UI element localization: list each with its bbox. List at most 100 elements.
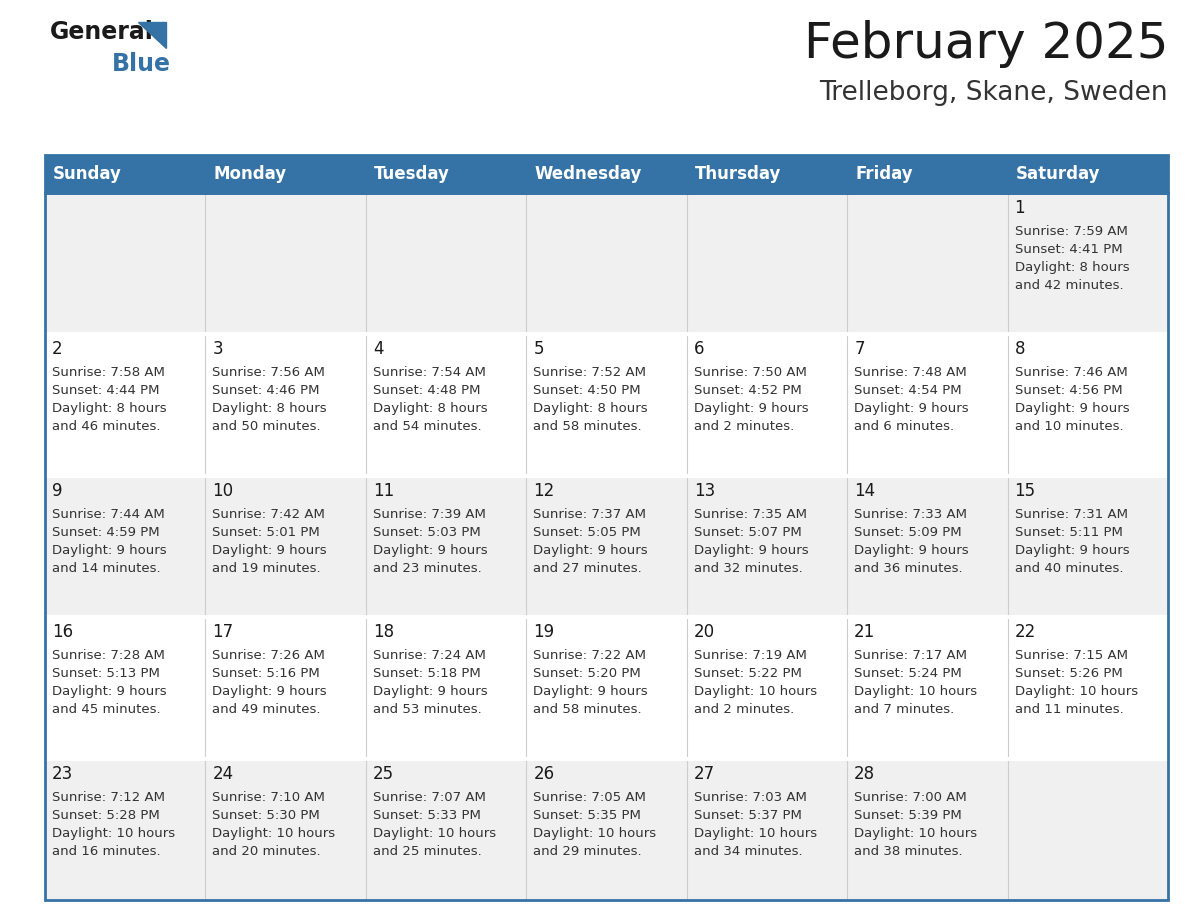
Text: 7: 7 bbox=[854, 341, 865, 358]
Text: Sunset: 5:05 PM: Sunset: 5:05 PM bbox=[533, 526, 642, 539]
Text: Daylight: 9 hours: Daylight: 9 hours bbox=[52, 543, 166, 557]
Text: 25: 25 bbox=[373, 765, 394, 783]
Bar bbox=[206, 758, 366, 900]
Bar bbox=[45, 155, 206, 193]
Text: Sunset: 5:03 PM: Sunset: 5:03 PM bbox=[373, 526, 481, 539]
Bar bbox=[847, 617, 1007, 758]
Bar bbox=[687, 476, 847, 617]
Text: and 34 minutes.: and 34 minutes. bbox=[694, 845, 802, 857]
Text: and 6 minutes.: and 6 minutes. bbox=[854, 420, 954, 433]
Polygon shape bbox=[138, 22, 166, 48]
Bar bbox=[366, 334, 526, 476]
Text: Sunrise: 7:56 AM: Sunrise: 7:56 AM bbox=[213, 366, 326, 379]
Bar bbox=[1007, 334, 1168, 476]
Text: Sunrise: 7:42 AM: Sunrise: 7:42 AM bbox=[213, 508, 326, 521]
Text: Sunset: 4:41 PM: Sunset: 4:41 PM bbox=[1015, 243, 1123, 256]
Text: 5: 5 bbox=[533, 341, 544, 358]
Text: Trelleborg, Skane, Sweden: Trelleborg, Skane, Sweden bbox=[820, 80, 1168, 106]
Bar bbox=[526, 334, 687, 476]
Bar bbox=[526, 193, 687, 334]
Text: Sunset: 5:16 PM: Sunset: 5:16 PM bbox=[213, 667, 321, 680]
Text: 17: 17 bbox=[213, 623, 234, 641]
Bar bbox=[687, 617, 847, 758]
Text: 24: 24 bbox=[213, 765, 234, 783]
Text: 11: 11 bbox=[373, 482, 394, 499]
Text: 9: 9 bbox=[52, 482, 63, 499]
Bar bbox=[847, 193, 1007, 334]
Text: Sunrise: 7:52 AM: Sunrise: 7:52 AM bbox=[533, 366, 646, 379]
Text: Sunrise: 7:33 AM: Sunrise: 7:33 AM bbox=[854, 508, 967, 521]
Bar bbox=[1007, 155, 1168, 193]
Text: Sunrise: 7:31 AM: Sunrise: 7:31 AM bbox=[1015, 508, 1127, 521]
Text: 18: 18 bbox=[373, 623, 394, 641]
Bar bbox=[45, 334, 206, 476]
Bar bbox=[366, 155, 526, 193]
Text: Sunset: 4:50 PM: Sunset: 4:50 PM bbox=[533, 385, 640, 397]
Text: Sunset: 5:37 PM: Sunset: 5:37 PM bbox=[694, 809, 802, 822]
Text: February 2025: February 2025 bbox=[803, 20, 1168, 68]
Text: and 58 minutes.: and 58 minutes. bbox=[533, 703, 642, 716]
Bar bbox=[526, 758, 687, 900]
Bar bbox=[45, 476, 206, 617]
Text: Sunrise: 7:10 AM: Sunrise: 7:10 AM bbox=[213, 790, 326, 803]
Text: 10: 10 bbox=[213, 482, 234, 499]
Text: Daylight: 10 hours: Daylight: 10 hours bbox=[854, 826, 978, 840]
Text: Friday: Friday bbox=[855, 165, 912, 183]
Text: and 42 minutes.: and 42 minutes. bbox=[1015, 279, 1123, 292]
Text: and 2 minutes.: and 2 minutes. bbox=[694, 703, 794, 716]
Text: Sunset: 5:20 PM: Sunset: 5:20 PM bbox=[533, 667, 642, 680]
Text: Daylight: 9 hours: Daylight: 9 hours bbox=[213, 685, 327, 699]
Text: Sunrise: 7:03 AM: Sunrise: 7:03 AM bbox=[694, 790, 807, 803]
Text: General: General bbox=[50, 20, 154, 44]
Text: and 19 minutes.: and 19 minutes. bbox=[213, 562, 321, 575]
Text: Sunset: 4:44 PM: Sunset: 4:44 PM bbox=[52, 385, 159, 397]
Bar bbox=[1007, 476, 1168, 617]
Bar bbox=[847, 155, 1007, 193]
Bar bbox=[366, 476, 526, 617]
Bar bbox=[45, 758, 206, 900]
Bar bbox=[366, 758, 526, 900]
Text: Daylight: 10 hours: Daylight: 10 hours bbox=[52, 826, 175, 840]
Text: Sunset: 5:22 PM: Sunset: 5:22 PM bbox=[694, 667, 802, 680]
Text: Sunset: 5:26 PM: Sunset: 5:26 PM bbox=[1015, 667, 1123, 680]
Text: Saturday: Saturday bbox=[1016, 165, 1100, 183]
Text: Daylight: 8 hours: Daylight: 8 hours bbox=[533, 402, 647, 416]
Text: 22: 22 bbox=[1015, 623, 1036, 641]
Text: Daylight: 10 hours: Daylight: 10 hours bbox=[533, 826, 657, 840]
Bar bbox=[206, 334, 366, 476]
Text: 27: 27 bbox=[694, 765, 715, 783]
Text: and 23 minutes.: and 23 minutes. bbox=[373, 562, 481, 575]
Bar bbox=[526, 617, 687, 758]
Text: Sunset: 5:13 PM: Sunset: 5:13 PM bbox=[52, 667, 160, 680]
Bar bbox=[45, 155, 1168, 900]
Text: Sunset: 4:48 PM: Sunset: 4:48 PM bbox=[373, 385, 480, 397]
Bar bbox=[1007, 758, 1168, 900]
Text: and 16 minutes.: and 16 minutes. bbox=[52, 845, 160, 857]
Text: Daylight: 9 hours: Daylight: 9 hours bbox=[694, 402, 808, 416]
Text: Daylight: 9 hours: Daylight: 9 hours bbox=[52, 685, 166, 699]
Text: Sunrise: 7:15 AM: Sunrise: 7:15 AM bbox=[1015, 649, 1127, 662]
Bar bbox=[206, 476, 366, 617]
Text: Sunrise: 7:26 AM: Sunrise: 7:26 AM bbox=[213, 649, 326, 662]
Bar bbox=[526, 155, 687, 193]
Text: Sunrise: 7:12 AM: Sunrise: 7:12 AM bbox=[52, 790, 165, 803]
Text: and 38 minutes.: and 38 minutes. bbox=[854, 845, 962, 857]
Bar bbox=[687, 155, 847, 193]
Text: Sunset: 4:56 PM: Sunset: 4:56 PM bbox=[1015, 385, 1123, 397]
Text: Sunset: 5:01 PM: Sunset: 5:01 PM bbox=[213, 526, 321, 539]
Text: Sunset: 4:52 PM: Sunset: 4:52 PM bbox=[694, 385, 802, 397]
Text: Sunrise: 7:17 AM: Sunrise: 7:17 AM bbox=[854, 649, 967, 662]
Text: Daylight: 9 hours: Daylight: 9 hours bbox=[854, 402, 968, 416]
Text: Sunrise: 7:39 AM: Sunrise: 7:39 AM bbox=[373, 508, 486, 521]
Text: Daylight: 9 hours: Daylight: 9 hours bbox=[373, 685, 487, 699]
Text: and 40 minutes.: and 40 minutes. bbox=[1015, 562, 1123, 575]
Text: Sunrise: 7:48 AM: Sunrise: 7:48 AM bbox=[854, 366, 967, 379]
Text: Daylight: 8 hours: Daylight: 8 hours bbox=[1015, 261, 1130, 274]
Text: 1: 1 bbox=[1015, 199, 1025, 217]
Text: Sunrise: 7:46 AM: Sunrise: 7:46 AM bbox=[1015, 366, 1127, 379]
Text: Tuesday: Tuesday bbox=[374, 165, 450, 183]
Text: 26: 26 bbox=[533, 765, 555, 783]
Bar bbox=[847, 758, 1007, 900]
Bar bbox=[847, 476, 1007, 617]
Text: Daylight: 9 hours: Daylight: 9 hours bbox=[213, 543, 327, 557]
